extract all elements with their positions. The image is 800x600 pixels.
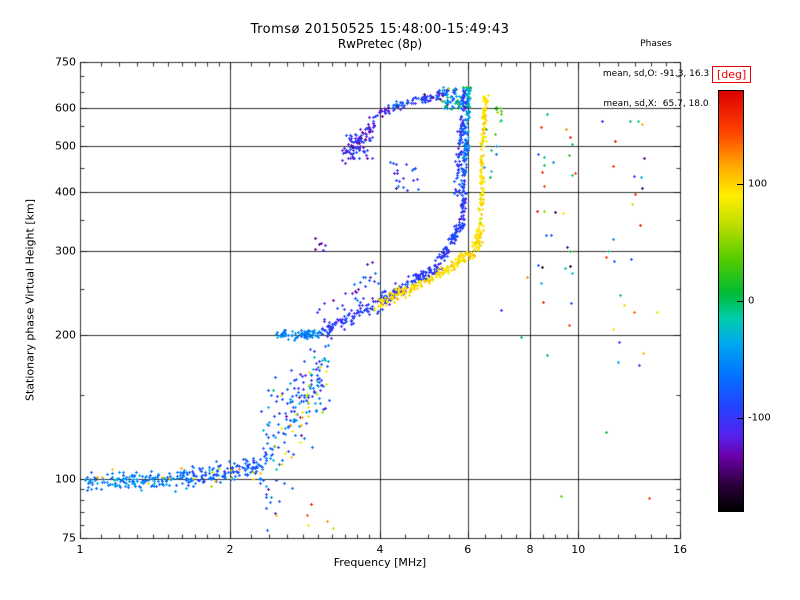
colorbar-label: [deg] — [712, 66, 752, 83]
y-tick-label: 75 — [62, 531, 76, 545]
colorbar-tick-label: 100 — [748, 178, 768, 190]
x-tick-label: 2 — [226, 543, 234, 556]
y-tick-label: 100 — [55, 472, 76, 486]
phase-stats-x-mode: mean, sd,X: 65.7, 18.0 — [603, 99, 709, 109]
y-tick-label: 750 — [55, 55, 76, 69]
colorbar-tick-label: 0 — [748, 295, 755, 307]
y-tick-label: 600 — [55, 101, 76, 115]
y-tick-label: 400 — [55, 185, 76, 199]
colorbar-tick-mark — [737, 418, 743, 419]
colorbar-tick-mark — [737, 184, 743, 185]
x-tick-label: 4 — [376, 543, 384, 556]
x-tick-label: 1 — [76, 543, 84, 556]
y-axis-label: Stationary phase Virtual Height [km] — [23, 198, 37, 402]
x-tick-label: 6 — [464, 543, 472, 556]
y-tick-label: 200 — [55, 328, 76, 342]
x-tick-label: 16 — [673, 543, 687, 556]
chart-title: Tromsø 20150525 15:48:00-15:49:43 — [250, 22, 510, 37]
x-tick-label: 8 — [526, 543, 534, 556]
x-axis-label: Frequency [MHz] — [333, 556, 427, 569]
phase-stats-block: Phases mean, sd,O: -91.3, 16.3 mean, sd,… — [596, 19, 716, 129]
colorbar-tick-label: -100 — [748, 412, 771, 424]
y-tick-label: 500 — [55, 139, 76, 153]
x-tick-label: 10 — [571, 543, 586, 556]
phase-stats-o-mode: mean, sd,O: -91.3, 16.3 — [602, 69, 710, 79]
chart-subtitle: RwPretec (8p) — [337, 37, 423, 51]
phase-stats-header: Phases — [640, 39, 672, 49]
y-tick-label: 300 — [55, 244, 76, 258]
colorbar-tick-mark — [737, 301, 743, 302]
